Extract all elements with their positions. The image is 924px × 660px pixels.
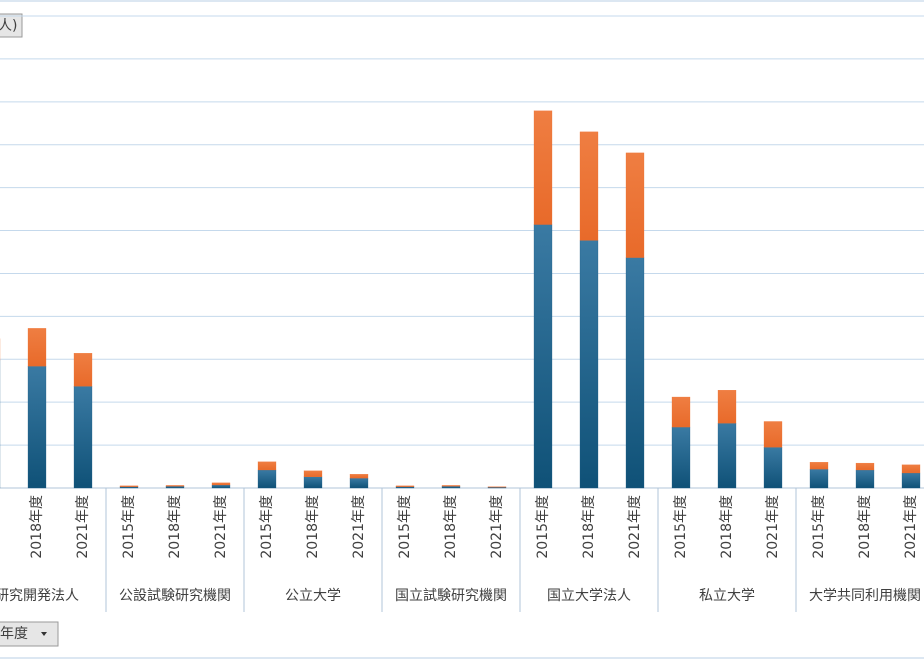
- x-tick-label: 2018年度: [305, 495, 321, 559]
- bar-segment: [763, 447, 783, 489]
- bar-segment: [165, 486, 185, 489]
- bar-segment: [579, 131, 599, 241]
- group-label: 公立大学: [285, 588, 341, 604]
- x-tick-label: 2018年度: [167, 495, 183, 559]
- bar-segment: [441, 486, 461, 489]
- x-tick-label: 2021年度: [489, 495, 505, 559]
- x-tick-label: 2015年度: [811, 495, 827, 559]
- bar-segment: [349, 474, 369, 479]
- x-tick-label: 2018年度: [443, 495, 459, 559]
- bar-segment: [395, 486, 415, 489]
- bar-segment: [119, 485, 139, 487]
- bar-segment: [533, 224, 553, 489]
- group-label: 国立大学法人: [547, 588, 631, 604]
- x-tick-label: 2015年度: [121, 495, 137, 559]
- bar-segment: [809, 468, 829, 489]
- group-label: 国立試験研究機関: [395, 588, 507, 604]
- bar-segment: [73, 353, 93, 387]
- x-tick-label: 2021年度: [213, 495, 229, 559]
- group-label: 私立大学: [699, 588, 755, 604]
- bar-segment: [625, 152, 645, 258]
- x-tick-label: 2015年度: [397, 495, 413, 559]
- x-tick-label: 2015年度: [259, 495, 275, 559]
- bar-segment: [257, 461, 277, 471]
- x-tick-label: 2018年度: [581, 495, 597, 559]
- bar-segment: [763, 421, 783, 448]
- bar-segment: [855, 462, 875, 471]
- bar-segment: [717, 423, 737, 489]
- bar-segment: [533, 110, 553, 225]
- bar-segment: [27, 365, 47, 489]
- x-tick-label: 2015年度: [673, 495, 689, 559]
- bar-segment: [901, 464, 921, 474]
- x-tick-label: 2015年度: [535, 495, 551, 559]
- x-tick-label: 2021年度: [903, 495, 919, 559]
- bar-segment: [211, 482, 231, 486]
- group-label: 公設試験研究機関: [119, 588, 231, 604]
- x-tick-label: 2018年度: [857, 495, 873, 559]
- x-tick-label: 2018年度: [29, 495, 45, 559]
- bar-segment: [349, 477, 369, 489]
- bar-segment: [257, 469, 277, 489]
- group-label: 大学共同利用機関: [809, 588, 921, 604]
- x-tick-label: 2021年度: [627, 495, 643, 559]
- bar-segment: [901, 472, 921, 489]
- bar-segment: [27, 328, 47, 367]
- bar-segment: [809, 462, 829, 470]
- bar-segment: [671, 396, 691, 428]
- field-button-label[interactable]: 人): [0, 18, 17, 34]
- x-tick-label: 2021年度: [765, 495, 781, 559]
- bar-segment: [671, 426, 691, 489]
- dropdown-arrow[interactable]: [41, 632, 47, 636]
- bar-segment: [625, 257, 645, 489]
- bar-segment: [303, 476, 323, 489]
- group-label: 研究開発法人: [0, 588, 79, 604]
- x-tick-label: 2021年度: [351, 495, 367, 559]
- bar-segment: [579, 240, 599, 489]
- bar-segment: [211, 484, 231, 489]
- bar-segment: [303, 470, 323, 477]
- bar-segment: [395, 485, 415, 487]
- field-button[interactable]: [0, 13, 23, 38]
- x-tick-label: 2018年度: [719, 495, 735, 559]
- bar-segment: [119, 486, 139, 489]
- bar-segment: [165, 485, 185, 487]
- bar-segment: [855, 469, 875, 489]
- field-button-label[interactable]: 年度: [0, 626, 28, 642]
- bar-segment: [441, 485, 461, 487]
- x-tick-label: 2021年度: [75, 495, 91, 559]
- bar-segment: [717, 390, 737, 424]
- field-button[interactable]: [0, 621, 59, 647]
- bar-segment: [73, 386, 93, 489]
